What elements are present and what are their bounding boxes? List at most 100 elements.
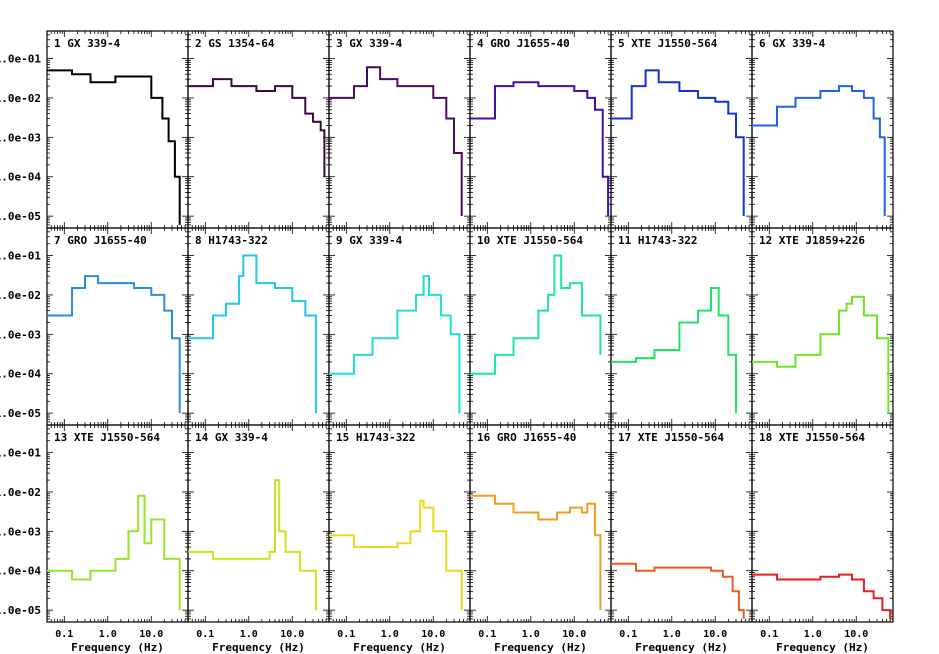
spectrum-line bbox=[752, 85, 886, 217]
panel-frame bbox=[187, 227, 330, 426]
y-tick-label: 1.0e-05 bbox=[0, 604, 41, 617]
y-tick-label: 1.0e-03 bbox=[0, 328, 41, 341]
panel-frame bbox=[469, 424, 612, 623]
spectrum-line bbox=[470, 254, 602, 375]
y-tick-label: 1.0e-03 bbox=[0, 131, 41, 144]
x-tick-label: 0.1 bbox=[196, 629, 214, 640]
panel-frame bbox=[469, 227, 612, 426]
panel-title: 6 GX 339-4 bbox=[759, 37, 826, 50]
x-tick-label: 0.1 bbox=[337, 629, 355, 640]
panel-frame bbox=[328, 30, 471, 229]
x-tick-label: 0.1 bbox=[478, 629, 496, 640]
x-tick-label: 1.0 bbox=[804, 629, 822, 640]
panel-title: 7 GRO J1655-40 bbox=[54, 234, 147, 247]
y-tick-label: 1.0e-02 bbox=[0, 289, 41, 302]
spectrum-line bbox=[329, 499, 463, 611]
panel-frame bbox=[751, 227, 894, 426]
tick-marks bbox=[46, 424, 189, 622]
spectrum-line bbox=[470, 81, 610, 217]
panel-frame bbox=[46, 227, 189, 426]
panel-frame bbox=[46, 30, 189, 229]
tick-marks bbox=[469, 30, 612, 228]
panel-title: 13 XTE J1550-564 bbox=[54, 431, 160, 444]
panel-11: 11 H1743-322 bbox=[610, 227, 753, 426]
panel-frame bbox=[46, 424, 189, 623]
panel-frame bbox=[328, 227, 471, 426]
panel-title: 9 GX 339-4 bbox=[336, 234, 403, 247]
x-axis-title: Frequency (Hz) bbox=[635, 641, 728, 654]
x-tick-label: 1.0 bbox=[522, 629, 540, 640]
tick-marks bbox=[328, 424, 471, 622]
x-tick-label: 1.0 bbox=[663, 629, 681, 640]
panel-1: 1 GX 339-4 bbox=[46, 30, 189, 229]
panel-title: 18 XTE J1550-564 bbox=[759, 431, 865, 444]
tick-marks bbox=[187, 30, 330, 228]
panel-frame bbox=[187, 424, 330, 623]
y-tick-label: 1.0e-04 bbox=[0, 565, 41, 578]
y-tick-label: 1.0e-03 bbox=[0, 525, 41, 538]
y-tick-label: 1.0e-02 bbox=[0, 486, 41, 499]
y-tick-label: 1.0e-01 bbox=[0, 250, 41, 263]
spectrum-line bbox=[611, 287, 737, 414]
spectrum-line bbox=[329, 275, 461, 414]
x-axis-title: Frequency (Hz) bbox=[776, 641, 869, 654]
tick-marks bbox=[328, 30, 471, 228]
panel-frame bbox=[469, 30, 612, 229]
y-axis-labels: 1.0e-01 1.0e-02 1.0e-03 1.0e-04 1.0e-05 1.0e-… bbox=[0, 53, 41, 618]
panel-7: 7 GRO J1655-40 bbox=[46, 227, 189, 426]
spectrum-line bbox=[752, 295, 890, 414]
tick-marks bbox=[610, 30, 753, 228]
spectrum-line bbox=[611, 562, 745, 619]
x-tick-label: 10.0 bbox=[421, 629, 445, 640]
x-tick-label: 0.1 bbox=[760, 629, 778, 640]
x-tick-label: 10.0 bbox=[703, 629, 727, 640]
tick-marks bbox=[187, 424, 330, 622]
panel-title: 10 XTE J1550-564 bbox=[477, 234, 583, 247]
panel-17: 17 XTE J1550-564 bbox=[610, 424, 753, 623]
panel-18: 18 XTE J1550-564 bbox=[751, 424, 894, 623]
x-tick-label: 1.0 bbox=[99, 629, 117, 640]
panel-frame bbox=[610, 30, 753, 229]
y-tick-label: 1.0e-02 bbox=[0, 92, 41, 105]
panel-title: 3 GX 339-4 bbox=[336, 37, 403, 50]
panel-12: 12 XTE J1859+226 bbox=[751, 227, 894, 426]
x-tick-label: 1.0 bbox=[381, 629, 399, 640]
x-axis-title: Frequency (Hz) bbox=[494, 641, 587, 654]
y-tick-label: 1.0e-04 bbox=[0, 171, 41, 184]
spectrum-line bbox=[188, 78, 326, 177]
x-tick-label: 10.0 bbox=[562, 629, 586, 640]
y-tick-label: 1.0e-05 bbox=[0, 407, 41, 420]
spectrum-line bbox=[329, 66, 463, 217]
panel-2: 2 GS 1354-64 bbox=[187, 30, 330, 229]
panel-title: 14 GX 339-4 bbox=[195, 431, 268, 444]
tick-marks bbox=[610, 227, 753, 425]
x-tick-label: 10.0 bbox=[139, 629, 163, 640]
panel-title: 5 XTE J1550-564 bbox=[618, 37, 718, 50]
panel-grid: 1 GX 339-4 2 GS 1354-64 3 GX 339-4 4 GRO J1… bbox=[46, 30, 894, 623]
panel-frame bbox=[187, 30, 330, 229]
panel-frame bbox=[610, 227, 753, 426]
x-axis-title: Frequency (Hz) bbox=[71, 641, 164, 654]
spectrum-line bbox=[47, 69, 181, 225]
panel-14: 14 GX 339-4 bbox=[187, 424, 330, 623]
panel-frame bbox=[751, 424, 894, 623]
panel-title: 16 GRO J1655-40 bbox=[477, 431, 576, 444]
tick-marks bbox=[610, 424, 753, 622]
x-tick-label: 10.0 bbox=[280, 629, 304, 640]
y-tick-label: 1.0e-01 bbox=[0, 53, 41, 66]
tick-marks bbox=[751, 30, 894, 228]
tick-marks bbox=[469, 424, 612, 622]
spectrum-line bbox=[611, 69, 745, 217]
tick-marks bbox=[46, 30, 189, 228]
x-tick-label: 1.0 bbox=[240, 629, 258, 640]
spectrum-line bbox=[188, 254, 317, 414]
panel-title: 4 GRO J1655-40 bbox=[477, 37, 570, 50]
y-tick-label: 1.0e-05 bbox=[0, 210, 41, 223]
x-axis-title: Frequency (Hz) bbox=[212, 641, 305, 654]
x-tick-label: 0.1 bbox=[55, 629, 73, 640]
y-tick-label: 1.0e-01 bbox=[0, 447, 41, 460]
spectrum-line bbox=[188, 479, 317, 611]
panel-4: 4 GRO J1655-40 bbox=[469, 30, 612, 229]
